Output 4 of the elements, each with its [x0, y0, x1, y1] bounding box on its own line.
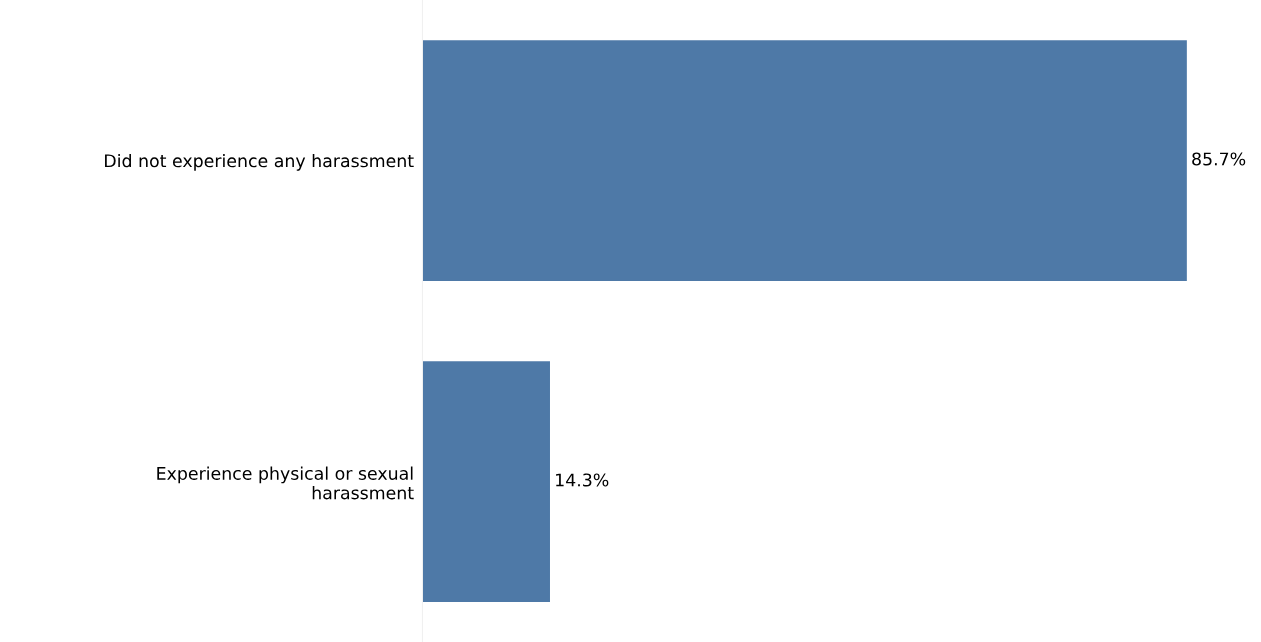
y-tick-label: Experience physical or sexual harassment [157, 466, 414, 500]
data-label: 85.7% [1192, 152, 1246, 166]
data-label: 14.3% [556, 473, 609, 487]
y-tick-label: Did not experience any harassment [105, 153, 414, 171]
